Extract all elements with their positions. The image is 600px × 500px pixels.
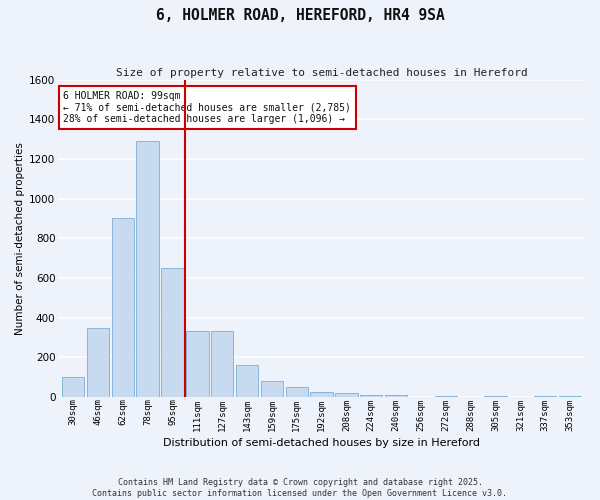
Bar — [87, 328, 109, 397]
Bar — [161, 268, 184, 397]
Bar — [335, 393, 358, 397]
Bar — [136, 141, 159, 397]
Bar — [360, 395, 382, 397]
Bar — [559, 396, 581, 397]
Bar — [62, 377, 84, 397]
Bar — [434, 396, 457, 397]
Bar — [211, 332, 233, 397]
Text: 6 HOLMER ROAD: 99sqm
← 71% of semi-detached houses are smaller (2,785)
28% of se: 6 HOLMER ROAD: 99sqm ← 71% of semi-detac… — [64, 91, 352, 124]
X-axis label: Distribution of semi-detached houses by size in Hereford: Distribution of semi-detached houses by … — [163, 438, 480, 448]
Bar — [484, 396, 507, 397]
Bar — [310, 392, 333, 397]
Text: Contains HM Land Registry data © Crown copyright and database right 2025.
Contai: Contains HM Land Registry data © Crown c… — [92, 478, 508, 498]
Y-axis label: Number of semi-detached properties: Number of semi-detached properties — [15, 142, 25, 334]
Text: 6, HOLMER ROAD, HEREFORD, HR4 9SA: 6, HOLMER ROAD, HEREFORD, HR4 9SA — [155, 8, 445, 22]
Bar — [385, 395, 407, 397]
Bar — [236, 365, 258, 397]
Bar — [261, 381, 283, 397]
Title: Size of property relative to semi-detached houses in Hereford: Size of property relative to semi-detach… — [116, 68, 527, 78]
Bar — [534, 396, 556, 397]
Bar — [112, 218, 134, 397]
Bar — [286, 387, 308, 397]
Bar — [186, 332, 209, 397]
